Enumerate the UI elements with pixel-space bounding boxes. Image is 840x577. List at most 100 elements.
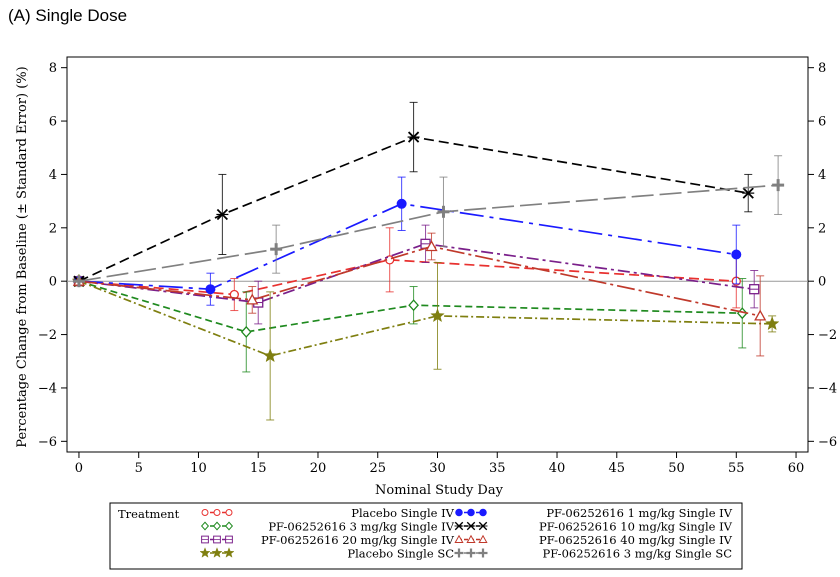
legend-marker [455,508,463,517]
data-point [246,293,259,305]
y-tick-label-right: −4 [818,381,837,396]
series-2 [73,275,748,373]
legend-label: PF-06252616 20 mg/kg Single IV [261,533,455,547]
x-tick-label: 0 [75,461,83,476]
legend: Treatment Placebo Single IV PF-06252616 1 … [109,502,743,570]
data-point [216,208,229,221]
x-tick-label: 55 [728,461,745,476]
x-tick-label: 20 [310,461,327,476]
legend-marker [478,548,488,558]
data-point [749,284,760,295]
data-point [742,187,755,199]
marker-shape [224,521,234,531]
data-point [396,198,407,209]
y-tick-label-right: 6 [818,115,826,130]
y-axis: −6 −6 −4 −4 −2 −2 0 0 2 2 4 4 6 6 8 8 [38,61,837,450]
data-point [430,308,445,323]
y-tick-label-left: 4 [49,168,57,183]
series-line [78,280,743,333]
series-line [78,202,737,291]
legend-label: PF-06252616 3 mg/kg Single IV [268,520,454,534]
marker-shape [212,521,222,531]
x-tick-label: 45 [609,461,626,476]
legend-marker [223,547,235,558]
marker-shape [225,509,233,516]
y-tick-label-left: −2 [38,328,57,343]
legend-marker [212,521,222,531]
data-point [270,243,283,256]
legend-title: Treatment [118,507,180,521]
marker-shape [205,284,216,295]
legend-marker [478,534,488,543]
x-tick-label: 50 [668,461,685,476]
data-point [72,275,85,288]
marker-shape [764,316,780,331]
legend-marker [466,534,476,543]
legend-marker [211,547,223,558]
data-point [764,316,780,331]
y-tick-label-left: −6 [38,435,57,450]
data-point [262,348,278,363]
data-point [731,249,742,260]
marker-shape [201,509,209,516]
series-group [71,101,785,421]
data-point [408,299,419,312]
x-tick-label: 35 [489,461,506,476]
legend-marker [479,508,487,517]
y-tick-label-left: 6 [49,115,57,130]
marker-shape [430,308,445,323]
x-tick-label: 10 [190,461,207,476]
legend-item: Placebo Single IV [201,506,455,520]
plot-frame [66,56,809,453]
series-6 [72,101,755,287]
data-point [205,284,216,295]
marker-shape [479,508,487,517]
legend-item: PF-06252616 10 mg/kg Single IV [454,520,733,534]
x-axis: 0 5 10 15 20 25 30 35 40 45 50 55 60 [75,452,805,476]
legend-marker [225,509,233,516]
legend-marker [454,534,464,543]
legend-item: PF-06252616 3 mg/kg Single SC [454,547,732,561]
legend-marker [224,521,234,531]
series-7 [72,232,767,357]
data-point [754,309,767,321]
marker-shape [455,508,463,517]
marker-shape [478,534,488,543]
marker-shape [467,508,475,517]
marker-shape [754,309,767,321]
legend-marker [454,521,464,531]
x-tick-label: 60 [788,461,805,476]
legend-marker [478,521,488,531]
marker-shape [213,509,221,516]
legend-marker [213,535,221,544]
series-line [78,280,773,357]
data-point [772,179,785,192]
legend-marker [467,508,475,517]
legend-marker [199,547,211,558]
y-tick-label-right: 4 [818,168,826,183]
y-tick-label-right: 8 [818,61,826,76]
legend-marker [213,509,221,516]
legend-marker [466,548,476,558]
y-tick-label-left: 0 [49,275,57,290]
marker-shape [246,293,259,305]
y-tick-label-right: 2 [818,221,826,236]
series-line [78,136,749,282]
legend-item: PF-06252616 3 mg/kg Single IV [200,520,455,534]
panel-title: (A) Single Dose [8,6,128,25]
y-tick-label-left: 8 [49,61,57,76]
data-point [437,205,450,218]
marker-shape [466,534,476,543]
legend-label: PF-06252616 3 mg/kg Single SC [542,547,732,561]
series-line [78,258,737,296]
data-point [240,325,252,338]
legend-item: PF-06252616 20 mg/kg Single IV [201,533,455,547]
marker-shape [396,198,407,209]
x-tick-label: 25 [369,461,386,476]
y-tick-label-left: 2 [49,221,57,236]
series-line [78,245,761,317]
legend-item: PF-06252616 1 mg/kg Single IV [455,506,733,520]
legend-label: PF-06252616 10 mg/kg Single IV [539,520,733,534]
data-point [425,240,438,252]
series-3 [73,224,760,325]
